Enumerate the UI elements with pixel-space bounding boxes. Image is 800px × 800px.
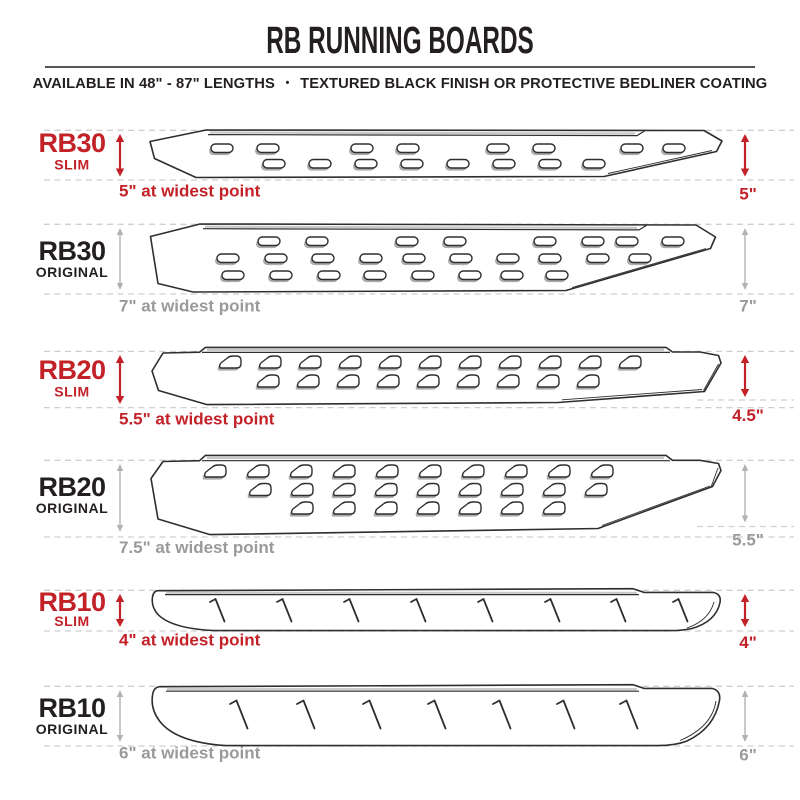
board-end-detail <box>710 467 719 488</box>
width-arrow <box>116 464 124 532</box>
subtitle-lengths: AVAILABLE IN 48" - 87" LENGTHS <box>32 75 275 92</box>
end-width-label: 5" <box>739 185 757 204</box>
width-caption: 5.5" at widest point <box>119 410 275 429</box>
model-label: RB10 <box>38 587 105 617</box>
board-edge-detail <box>601 485 711 526</box>
header: RB RUNNING BOARDS AVAILABLE IN 48" - 87"… <box>0 0 800 92</box>
variant-label: SLIM <box>54 157 89 173</box>
model-label: RB20 <box>38 472 105 502</box>
row-rb20-slim: RB20 SLIM 5.5" at widest point 4.5" <box>38 346 794 429</box>
end-width-label: 4.5" <box>732 406 764 425</box>
subtitle-separator-icon: • <box>285 77 290 89</box>
width-arrow <box>116 690 124 742</box>
row-rb20-original: RB20 ORIGINAL 7.5" at widest point 5.5" <box>36 454 794 557</box>
row-rb10-original: RB10 ORIGINAL 6" at widest point 6" <box>36 683 794 765</box>
width-caption: 7.5" at widest point <box>119 538 275 557</box>
end-width-arrow <box>740 594 750 627</box>
board-slots <box>215 236 685 283</box>
board-lip-shade <box>204 225 638 229</box>
end-width-arrow <box>741 464 749 523</box>
row-rb10-slim: RB10 SLIM 4" at widest point 4" <box>38 587 794 652</box>
board-slots <box>209 143 686 171</box>
board-slots <box>229 699 639 730</box>
end-width-label: 6" <box>739 746 757 765</box>
board-slots <box>202 464 614 517</box>
model-label: RB10 <box>38 693 105 723</box>
end-width-arrow <box>741 690 749 742</box>
row-rb30-slim: RB30 SLIM 5" at widest point 5" <box>38 128 794 204</box>
board-edge-detail <box>561 389 703 401</box>
board-lip-line <box>202 224 647 231</box>
width-caption: 4" at widest point <box>119 631 261 650</box>
width-arrow <box>115 134 125 177</box>
end-width-label: 4" <box>739 633 757 652</box>
variant-label: ORIGINAL <box>36 721 108 737</box>
board-drawing <box>151 683 721 747</box>
variant-label: ORIGINAL <box>36 500 108 516</box>
end-width-arrow <box>740 134 750 177</box>
board-edge-detail <box>686 601 715 629</box>
width-arrow <box>115 594 125 627</box>
variant-label: SLIM <box>54 613 89 629</box>
page-title: RB RUNNING BOARDS <box>266 20 534 62</box>
board-slots <box>209 598 689 623</box>
width-caption: 6" at widest point <box>119 744 261 763</box>
board-slots <box>217 355 642 390</box>
end-width-arrow <box>740 355 750 397</box>
width-arrow <box>115 355 125 404</box>
board-edge-detail <box>571 248 707 288</box>
width-caption: 5" at widest point <box>119 182 261 201</box>
end-width-label: 5.5" <box>732 531 764 550</box>
variant-label: ORIGINAL <box>36 264 108 280</box>
board-drawing <box>149 129 723 179</box>
model-label: RB30 <box>38 236 105 266</box>
row-rb30-original: RB30 ORIGINAL 7" at widest point 7" <box>36 223 794 316</box>
variant-label: SLIM <box>54 384 89 400</box>
subtitle-finish: TEXTURED BLACK FINISH OR PROTECTIVE BEDL… <box>300 75 768 92</box>
end-width-arrow <box>741 228 749 290</box>
board-lip-line <box>207 130 645 137</box>
subtitle: AVAILABLE IN 48" - 87" LENGTHS • TEXTURED … <box>12 75 788 92</box>
title-divider <box>45 66 755 68</box>
model-label: RB30 <box>38 128 105 158</box>
width-arrow <box>116 228 124 290</box>
model-label: RB20 <box>38 355 105 385</box>
width-caption: 7" at widest point <box>119 297 261 316</box>
board-drawing <box>151 587 722 632</box>
board-edge-detail <box>679 700 717 741</box>
board-edge-detail <box>607 150 713 174</box>
end-width-label: 7" <box>739 297 757 316</box>
board-lip-shade <box>209 131 636 135</box>
board-end-detail <box>703 363 719 391</box>
